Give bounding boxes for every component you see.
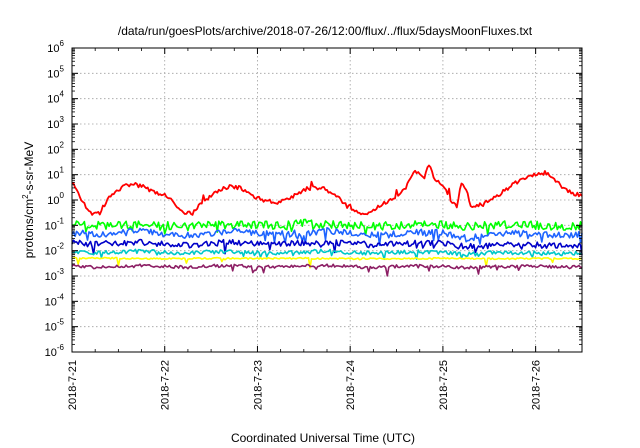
y-tick-exponent: 2 [60, 140, 65, 149]
x-axis-label: Coordinated Universal Time (UTC) [231, 431, 415, 445]
y-tick-exponent: -6 [57, 343, 65, 352]
chart-title: /data/run/goesPlots/archive/2018-07-26/1… [118, 24, 533, 38]
y-tick-exponent: -2 [57, 242, 65, 251]
y-tick-label: 103 [47, 115, 64, 131]
y-tick-label: 10-2 [45, 242, 65, 258]
y-tick-label: 104 [47, 90, 64, 106]
x-tick-label: 2018-7-25 [438, 360, 450, 410]
y-tick-exponent: -1 [57, 216, 65, 225]
x-tick-label: 2018-7-21 [67, 360, 79, 410]
y-tick-exponent: -5 [57, 318, 65, 327]
series-group [71, 164, 583, 277]
y-tick-base: 10 [45, 220, 57, 232]
y-tick-label: 105 [47, 64, 64, 80]
grid [72, 48, 582, 352]
y-tick-label: 10-3 [45, 267, 65, 283]
y-tick-label: 10-1 [45, 216, 65, 232]
y-axis-label: protons/cm2-s-sr-MeV [21, 142, 36, 258]
y-tick-base: 10 [45, 347, 57, 359]
y-tick-label: 100 [47, 191, 64, 207]
y-tick-base: 10 [47, 170, 59, 182]
y-tick-exponent: 4 [60, 90, 65, 99]
series-line-3 [71, 227, 583, 247]
y-tick-label: 10-5 [45, 318, 65, 334]
y-tick-base: 10 [47, 43, 59, 55]
y-axis: 10-610-510-410-310-210-11001011021031041… [45, 39, 582, 359]
series-line-5 [71, 248, 583, 261]
y-tick-exponent: 1 [60, 166, 65, 175]
y-tick-exponent: 6 [60, 39, 65, 48]
y-tick-exponent: 3 [60, 115, 65, 124]
series-line-7 [71, 263, 582, 277]
y-tick-base: 10 [47, 94, 59, 106]
series-line-1 [71, 164, 583, 216]
y-tick-base: 10 [45, 271, 57, 283]
y-tick-base: 10 [47, 144, 59, 156]
y-tick-exponent: 5 [60, 64, 65, 73]
series-line-4 [71, 238, 583, 256]
y-tick-base: 10 [47, 195, 59, 207]
x-tick-label: 2018-7-24 [345, 360, 357, 410]
series-line-6 [71, 256, 583, 269]
y-tick-exponent: -4 [57, 292, 65, 301]
y-tick-base: 10 [45, 322, 57, 334]
y-axis-label-pre: protons/cm [22, 199, 36, 258]
x-tick-label: 2018-7-26 [531, 360, 543, 410]
series-line-2 [72, 218, 583, 236]
y-tick-base: 10 [47, 119, 59, 131]
y-tick-label: 10-4 [45, 292, 65, 308]
y-tick-base: 10 [45, 246, 57, 258]
y-tick-label: 10-6 [45, 343, 65, 359]
y-tick-base: 10 [45, 296, 57, 308]
x-tick-label: 2018-7-22 [160, 360, 172, 410]
y-tick-base: 10 [47, 68, 59, 80]
y-tick-exponent: 0 [60, 191, 65, 200]
y-tick-label: 106 [47, 39, 64, 55]
y-tick-label: 102 [47, 140, 64, 156]
x-axis: 2018-7-21 2018-7-22 2018-7-23 2018-7-24 2018… [67, 48, 583, 410]
y-tick-exponent: -3 [57, 267, 65, 276]
y-tick-label: 101 [47, 166, 64, 182]
x-tick-label: 2018-7-23 [252, 360, 264, 410]
y-axis-label-sup: 2 [21, 194, 30, 199]
y-axis-label-post: -s-sr-MeV [22, 142, 36, 195]
